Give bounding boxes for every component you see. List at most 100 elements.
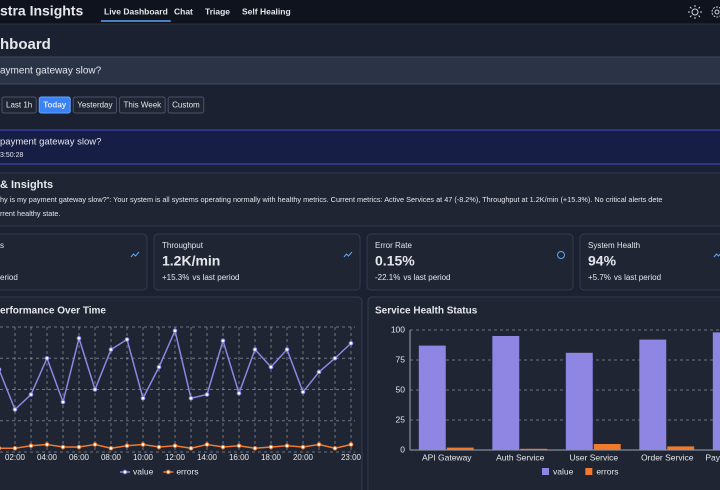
time-filters: Last 1h Today Yesterday This Week Custom (1, 96, 205, 114)
data-point (60, 444, 66, 450)
query-card (0, 129, 720, 165)
filter-label: Custom (172, 101, 200, 110)
data-point (236, 390, 242, 396)
data-point (284, 347, 290, 352)
legend-swatch (542, 468, 549, 475)
filter-label: Today (43, 101, 67, 110)
metric-label: System Health (588, 241, 640, 250)
metric-card (366, 233, 574, 291)
legend-marker (122, 469, 128, 475)
gear-hub (714, 9, 720, 15)
metric-value: 0.15% (375, 253, 415, 269)
x-tick-label: 18:00 (261, 453, 282, 462)
insights-line: hy is my payment gateway slow?": Your sy… (0, 195, 662, 204)
data-point (348, 442, 354, 447)
query-time: 3:50:28 (0, 152, 23, 159)
trend-icon (343, 251, 353, 258)
metric-note: vs last period (403, 273, 450, 282)
nav-tab[interactable]: Self Healing (242, 6, 291, 16)
filter-button[interactable] (1, 96, 37, 114)
data-point (44, 355, 50, 361)
filter-button[interactable] (38, 96, 71, 114)
x-tick-label: 23:00 (341, 453, 362, 462)
data-point (108, 445, 114, 451)
x-tick-label: 06:00 (69, 453, 90, 462)
metric-card (153, 233, 361, 291)
legend-label: errors (176, 466, 198, 476)
filter-button[interactable] (167, 96, 205, 114)
nav-bar (0, 0, 720, 24)
metric-change: -22.1% (375, 273, 400, 282)
data-point (220, 338, 226, 344)
x-tick-label: User Service (569, 452, 618, 462)
data-point (0, 367, 2, 372)
filter-label: Last 1h (6, 101, 32, 110)
legend-marker (166, 469, 171, 475)
data-point (188, 395, 194, 401)
y-tick-label: 25 (396, 414, 406, 424)
bar (712, 332, 720, 450)
filter-button[interactable] (72, 96, 118, 114)
data-point (252, 445, 258, 451)
x-tick-label: Auth Service (496, 452, 544, 462)
data-point (300, 389, 306, 395)
legend-label: value (133, 466, 154, 476)
nav-tab[interactable]: Live Dashboard (104, 6, 168, 16)
insights-title: & Insights (0, 179, 53, 191)
data-point (92, 387, 98, 392)
x-tick-label: Pay (705, 452, 720, 462)
metric-card (579, 233, 720, 291)
x-tick-label: 20:00 (293, 453, 314, 462)
y-tick-label: 50 (396, 384, 406, 394)
filter-label: This Week (124, 101, 163, 110)
metric-note: vs last period (192, 273, 239, 282)
chart-title: Service Health Status (375, 306, 478, 317)
data-point (156, 444, 162, 450)
x-tick-label: Order Service (641, 452, 694, 462)
settings[interactable] (711, 6, 720, 18)
data-point (348, 340, 354, 346)
trend-icon (130, 251, 140, 258)
chart-title: erformance Over Time (0, 306, 106, 317)
nav-tabs: Live Dashboard Chat Triage Self Healing (101, 6, 291, 22)
data-point (0, 446, 2, 451)
search-box[interactable] (0, 56, 720, 85)
chart-panel (0, 296, 363, 490)
x-tick-label: 08:00 (101, 453, 122, 462)
filter-button[interactable] (119, 96, 166, 114)
search-text: ayment gateway slow? (0, 66, 102, 77)
x-tick-label: 14:00 (197, 453, 218, 462)
data-point (44, 442, 50, 447)
data-point (12, 445, 18, 451)
x-tick-label: API Gateway (422, 452, 472, 462)
bar (565, 352, 593, 450)
data-point (76, 335, 82, 341)
data-point (268, 444, 274, 450)
x-tick-label: 02:00 (5, 453, 26, 462)
series-line (0, 328, 352, 411)
metric-card (0, 233, 148, 291)
data-point (300, 444, 306, 450)
bar (520, 448, 548, 450)
metric-note: eriod (0, 273, 18, 282)
data-point (172, 328, 178, 334)
nav-tab[interactable]: Chat (174, 6, 193, 16)
data-point (284, 443, 290, 449)
data-point (12, 407, 18, 412)
data-point (92, 442, 98, 447)
brand: stra Insights (0, 3, 83, 19)
metric-value: 1.2K/min (162, 253, 220, 269)
x-tick-label: 16:00 (229, 453, 250, 462)
gear-icon (711, 6, 720, 18)
data-point (332, 445, 338, 451)
nav-tab[interactable]: Triage (205, 6, 230, 16)
series-line (0, 443, 352, 450)
data-point (252, 347, 258, 352)
legend-label: errors (596, 466, 618, 476)
bar (639, 339, 667, 450)
data-point (28, 392, 34, 397)
theme-toggle[interactable] (688, 5, 702, 19)
data-point (220, 444, 226, 450)
